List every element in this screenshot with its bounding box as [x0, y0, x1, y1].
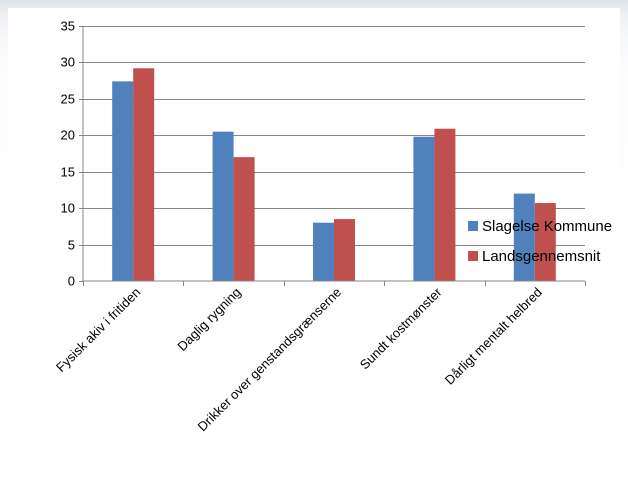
gridlines — [79, 26, 585, 282]
x-tick-label: Fysisk akiv i fritiden — [53, 285, 143, 375]
bar-slagelse — [112, 81, 134, 281]
bar-slagelse — [513, 193, 535, 281]
bar-landsgennemsnit — [434, 128, 456, 281]
legend: Slagelse Kommune Landsgennemsnit — [468, 218, 612, 265]
legend-label: Slagelse Kommune — [482, 218, 612, 235]
x-tick-label: Sundt kostmønster — [357, 284, 445, 372]
y-tick-label: 5 — [68, 238, 75, 253]
bar-landsgennemsnit — [133, 68, 155, 281]
legend-label: Landsgennemsnit — [482, 248, 601, 265]
x-tick-label: Daglig rygning — [174, 285, 243, 354]
legend-swatch — [468, 221, 478, 231]
axes — [82, 26, 585, 282]
bar-landsgennemsnit — [233, 157, 255, 281]
bar-slagelse — [313, 222, 334, 281]
y-tick-label: 15 — [61, 165, 75, 180]
bars — [83, 68, 586, 286]
bar-slagelse — [413, 136, 435, 281]
y-tick-label: 30 — [61, 55, 75, 70]
y-tick-label: 20 — [61, 128, 75, 143]
bar-landsgennemsnit — [534, 203, 556, 281]
y-tick-label: 10 — [61, 201, 75, 216]
x-tick-labels: Fysisk akiv i fritiden Daglig rygningDrik… — [53, 284, 545, 434]
y-tick-labels: 0 5 10 15 20 25 30 35 — [61, 19, 75, 289]
y-tick-label: 0 — [68, 274, 75, 289]
x-tick-label: Dårligt mentalt helbred — [442, 285, 545, 388]
legend-swatch — [468, 251, 478, 261]
bar-slagelse — [212, 131, 234, 281]
y-tick-label: 35 — [61, 19, 75, 34]
bar-landsgennemsnit — [334, 219, 355, 281]
y-tick-label: 25 — [61, 92, 75, 107]
